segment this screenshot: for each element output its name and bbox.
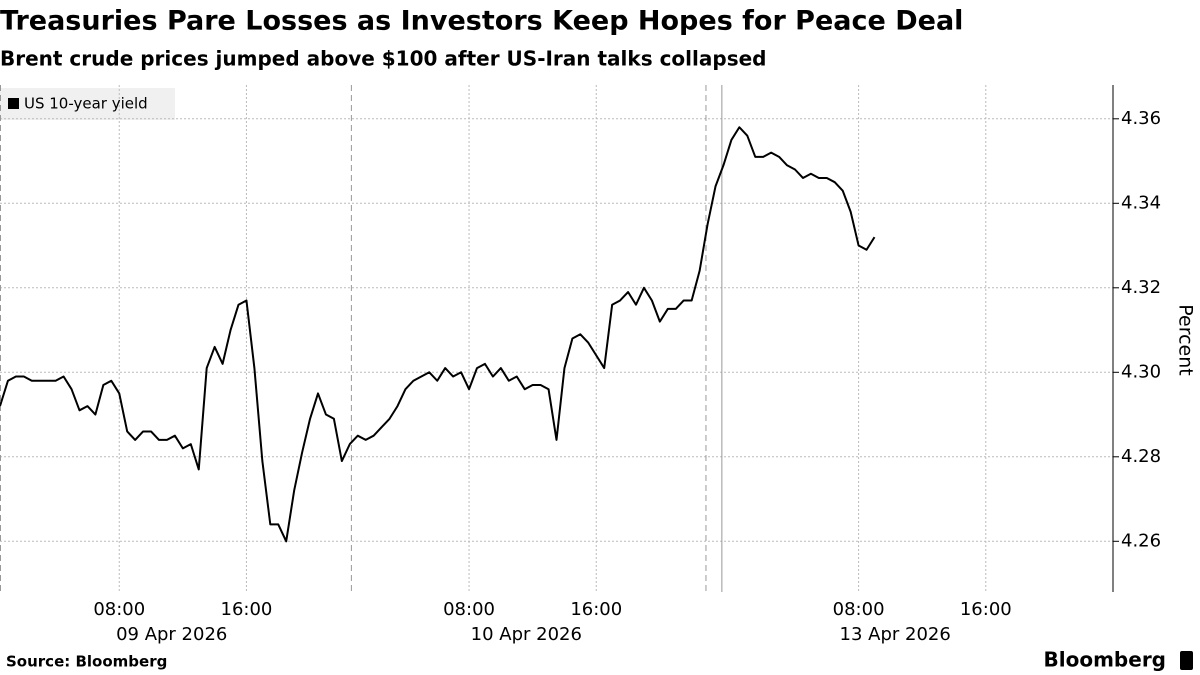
- chart-subtitle: Brent crude prices jumped above $100 aft…: [0, 47, 766, 71]
- x-date-label: 10 Apr 2026: [471, 624, 582, 645]
- x-tick-label: 08:00: [93, 599, 145, 620]
- brand-logo: Bloomberg: [1044, 648, 1166, 672]
- y-tick-label: 4.28: [1121, 446, 1161, 467]
- line-series: [0, 126, 876, 543]
- legend-box: [0, 88, 175, 120]
- y-tick-label: 4.32: [1121, 277, 1161, 298]
- x-tick-label: 08:00: [443, 599, 495, 620]
- brand-icon: [1180, 651, 1193, 670]
- legend-swatch: [8, 98, 19, 109]
- y-tick-label: 4.36: [1121, 108, 1161, 129]
- x-date-label: 13 Apr 2026: [840, 624, 951, 645]
- x-tick-label: 08:00: [833, 599, 885, 620]
- source: Source: Bloomberg: [6, 653, 167, 671]
- legend-label: US 10-year yield: [24, 95, 148, 113]
- y-tick-label: 4.34: [1121, 192, 1161, 213]
- chart-title: Treasuries Pare Losses as Investors Keep…: [0, 6, 963, 37]
- y-axis-label: Percent: [1175, 304, 1197, 376]
- x-date-label: 09 Apr 2026: [116, 624, 227, 645]
- x-tick-label: 16:00: [570, 599, 622, 620]
- y-tick-label: 4.30: [1121, 361, 1161, 382]
- x-tick-label: 16:00: [960, 599, 1012, 620]
- y-tick-label: 4.26: [1121, 530, 1161, 551]
- x-tick-label: 16:00: [221, 599, 273, 620]
